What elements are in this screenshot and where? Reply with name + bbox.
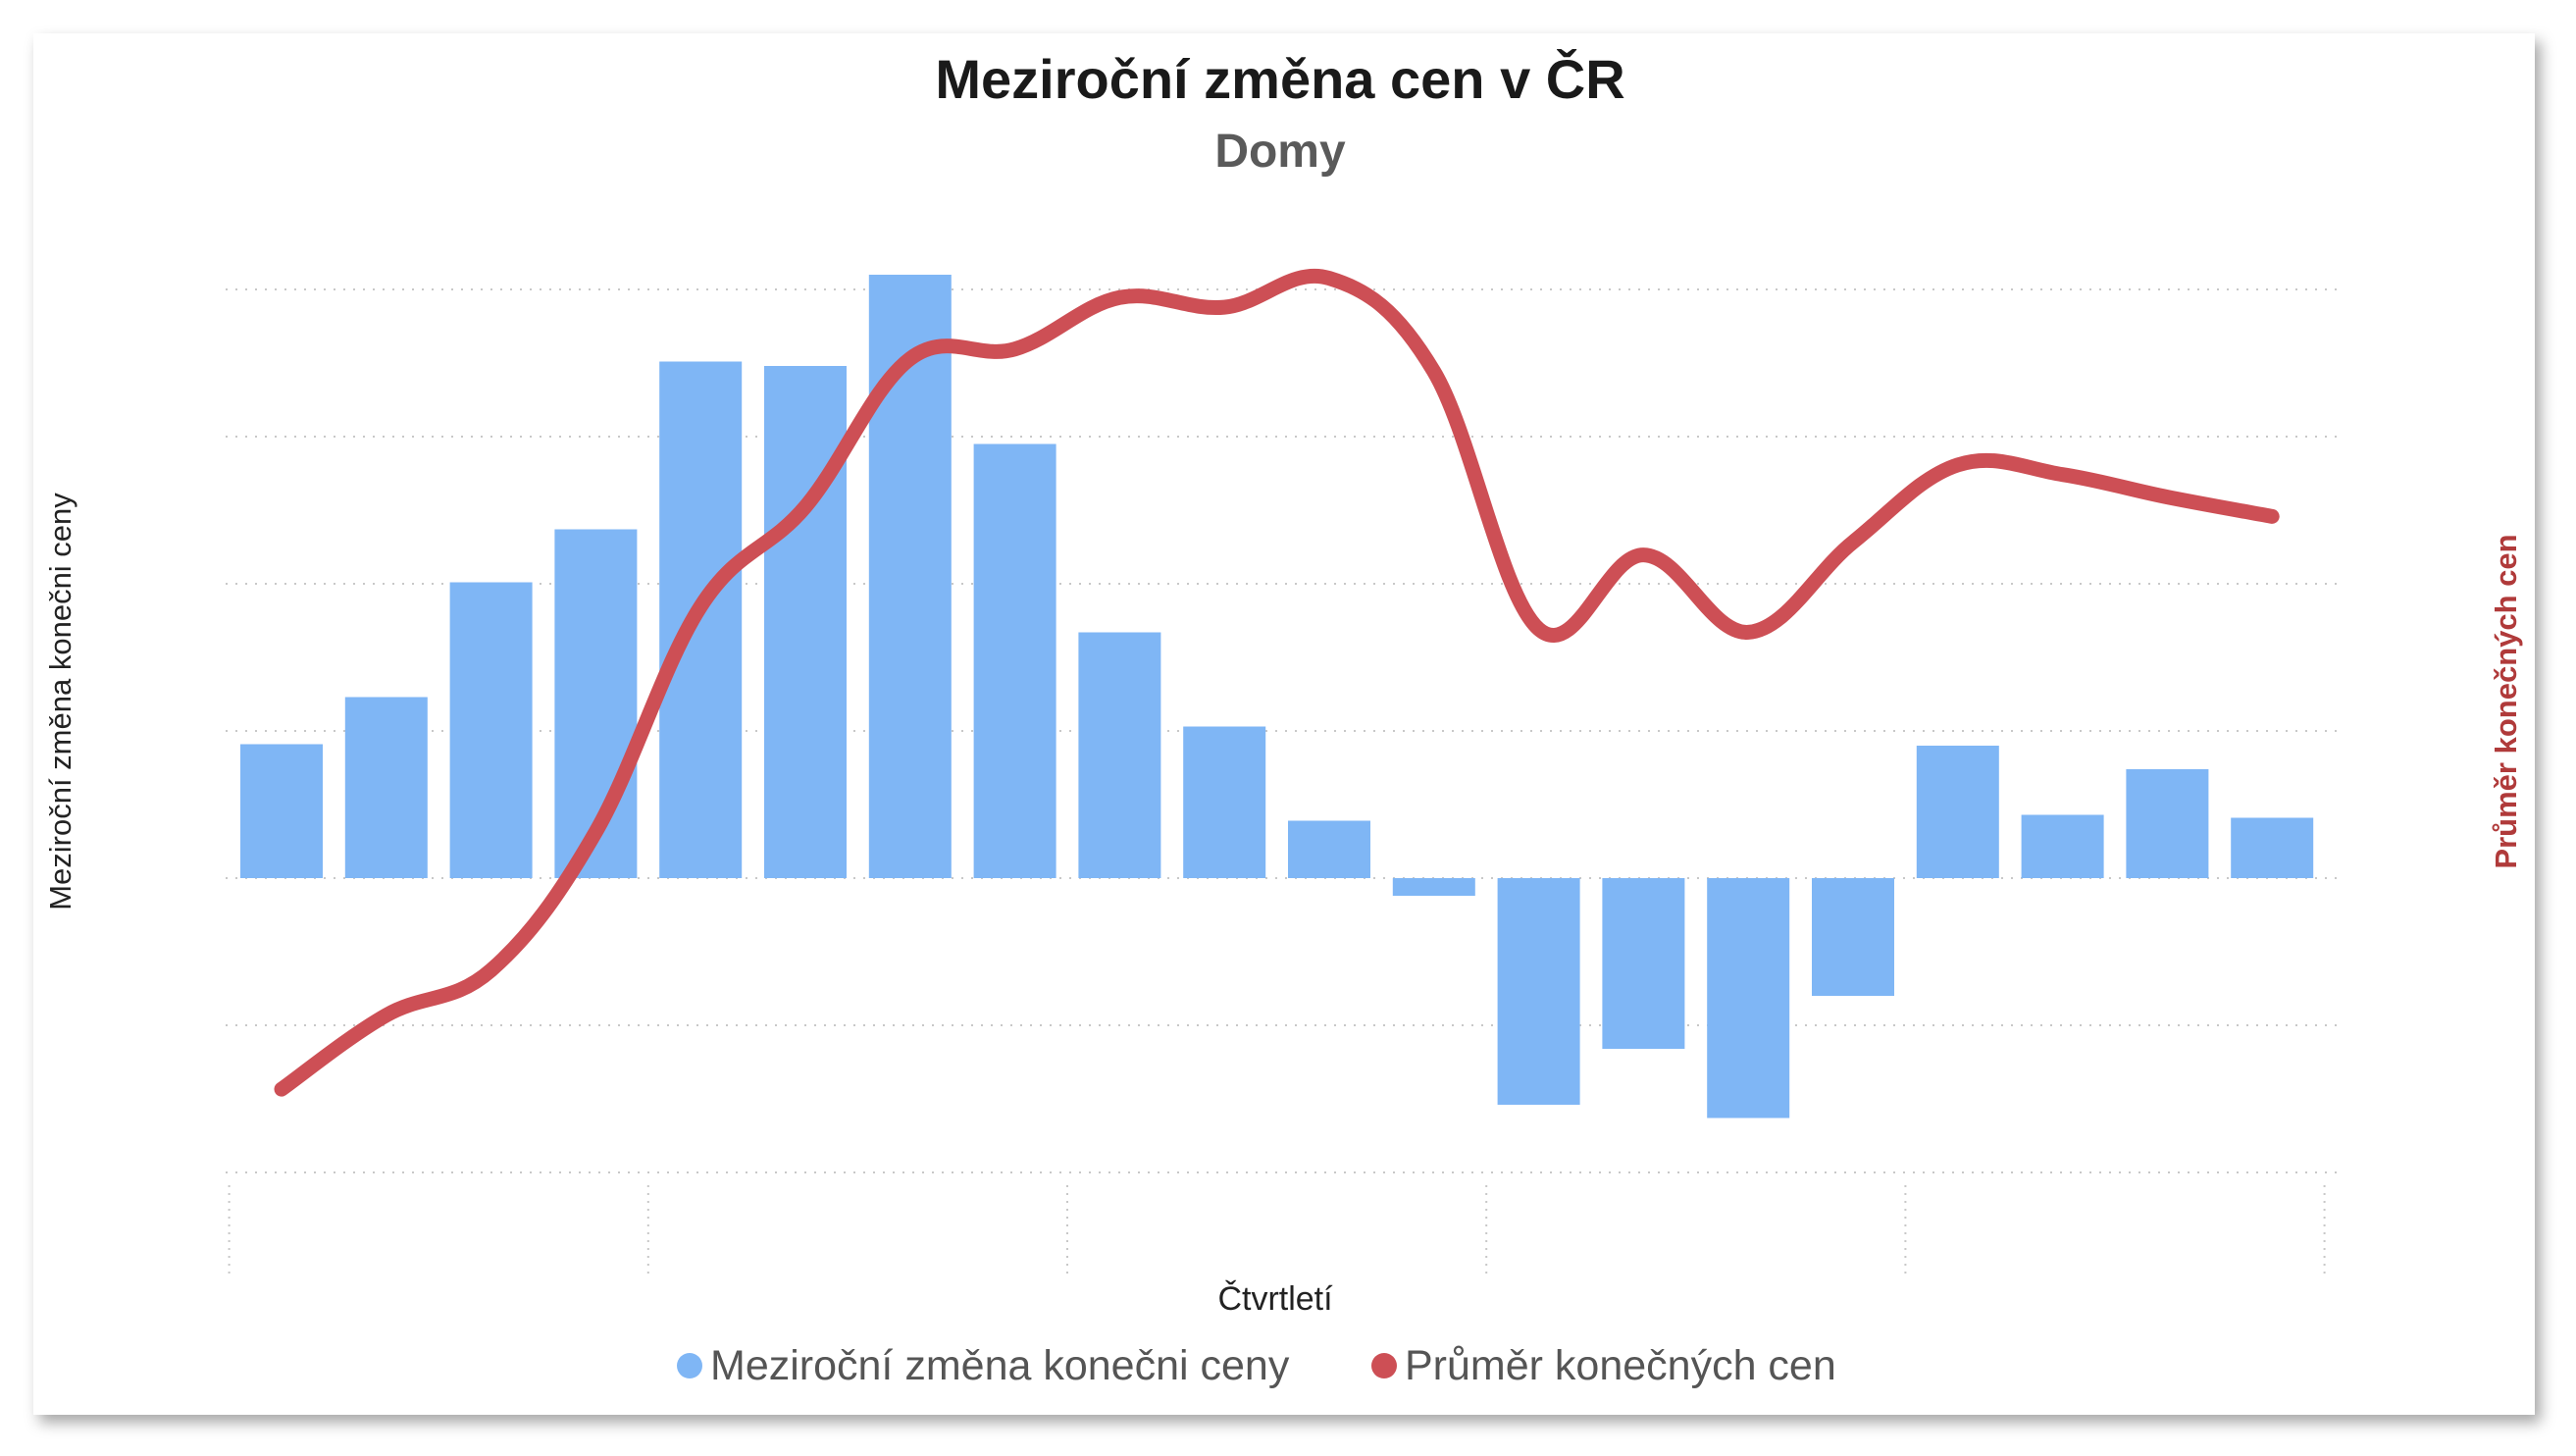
legend-bar-marker — [677, 1353, 702, 1378]
line-series — [274, 268, 2280, 1097]
bar — [1812, 878, 1894, 996]
price-line — [274, 268, 2280, 1097]
legend: Meziroční změna konečni ceny Průměr kone… — [677, 1342, 1836, 1389]
bar — [973, 443, 1056, 878]
bar — [2126, 769, 2209, 878]
bar — [1392, 878, 1475, 896]
legend-line-marker — [1371, 1353, 1397, 1378]
bar — [240, 744, 323, 878]
bar — [2021, 814, 2104, 878]
bar — [2231, 817, 2314, 878]
chart-subtitle: Domy — [1214, 126, 1346, 178]
bar — [1497, 878, 1580, 1105]
gridlines — [226, 288, 2344, 1173]
bar — [764, 366, 847, 878]
bar — [449, 582, 533, 878]
bar — [1183, 726, 1266, 878]
chart-title: Meziroční změna cen v ČR — [935, 48, 1624, 110]
bar — [1707, 878, 1790, 1118]
x-axis — [228, 1185, 2326, 1275]
bar — [1288, 820, 1370, 878]
bar — [1916, 746, 1999, 878]
bar-series — [240, 275, 2314, 1118]
right-axis-title: Průměr konečných cen — [2489, 534, 2523, 868]
x-axis-title: Čtvrtletí — [1217, 1280, 1333, 1318]
legend-line-label: Průměr konečných cen — [1405, 1342, 1836, 1389]
bar — [344, 697, 428, 878]
bar — [1078, 632, 1161, 878]
legend-bar-label: Meziroční změna konečni ceny — [710, 1342, 1290, 1389]
bar — [868, 275, 952, 878]
bar — [1602, 878, 1685, 1049]
left-axis-title: Meziroční změna konečni ceny — [43, 493, 77, 910]
